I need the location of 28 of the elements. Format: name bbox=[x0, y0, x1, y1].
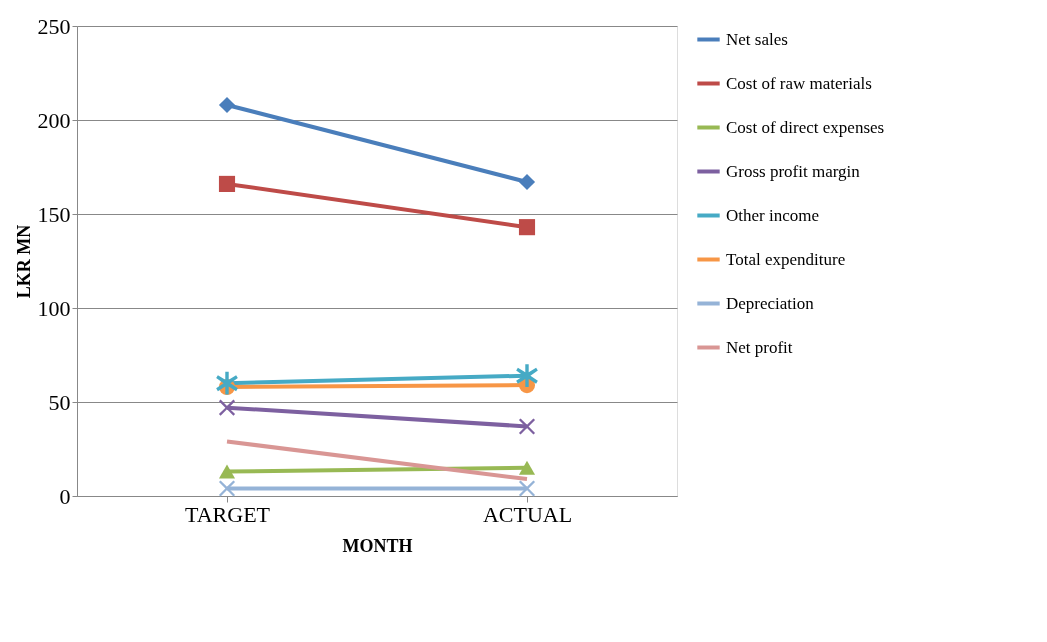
x-tick-label: TARGET bbox=[184, 501, 271, 527]
legend-label: Net profit bbox=[726, 337, 793, 357]
y-tick-label: 150 bbox=[37, 201, 71, 227]
y-tick-label: 0 bbox=[59, 483, 71, 509]
point bbox=[218, 399, 236, 416]
point bbox=[218, 96, 236, 114]
point bbox=[218, 175, 236, 192]
y-tick-label: 100 bbox=[37, 295, 71, 321]
point bbox=[216, 371, 238, 395]
x-axis-title: MONTH bbox=[342, 535, 413, 556]
point bbox=[518, 173, 536, 191]
legend-label: Cost of direct expenses bbox=[726, 117, 885, 137]
y-tick-label: 200 bbox=[37, 107, 71, 133]
point bbox=[518, 219, 536, 236]
legend-label: Net sales bbox=[726, 29, 788, 49]
legend-label: Cost of raw materials bbox=[726, 73, 872, 93]
point bbox=[518, 418, 536, 435]
point bbox=[516, 364, 538, 388]
y-tick-label: 50 bbox=[48, 389, 71, 415]
legend-label: Other income bbox=[726, 205, 819, 225]
legend-label: Depreciation bbox=[726, 293, 815, 313]
point bbox=[518, 480, 536, 497]
legend-label: Total expenditure bbox=[726, 249, 846, 269]
legend-label: Gross profit margin bbox=[726, 161, 861, 181]
x-tick-label: ACTUAL bbox=[482, 501, 573, 527]
y-axis-title: LKR MN bbox=[13, 224, 34, 299]
point bbox=[218, 480, 236, 497]
y-tick-label: 250 bbox=[37, 13, 71, 39]
